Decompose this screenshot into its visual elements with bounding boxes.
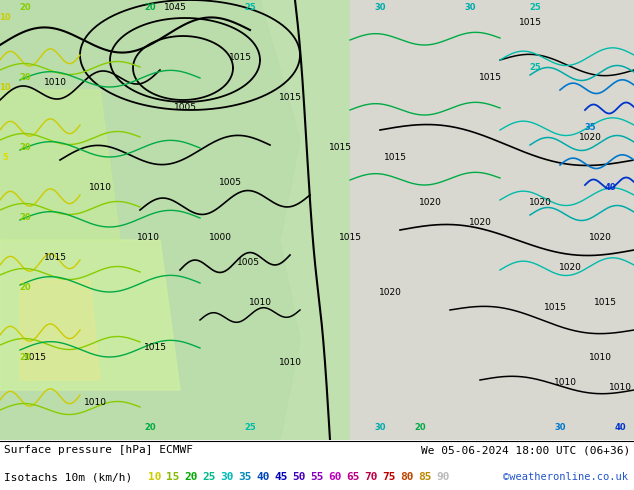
Polygon shape (350, 0, 634, 440)
Text: 1010: 1010 (588, 353, 612, 362)
Text: 20: 20 (19, 73, 31, 82)
Text: 1000: 1000 (209, 233, 231, 242)
Text: 60: 60 (328, 472, 342, 482)
Text: 1020: 1020 (469, 218, 491, 227)
Text: 10: 10 (148, 472, 162, 482)
Text: 1045: 1045 (164, 3, 186, 12)
Text: 1010: 1010 (136, 233, 160, 242)
Text: 40: 40 (614, 423, 626, 432)
Text: 1010: 1010 (249, 298, 271, 307)
Text: We 05-06-2024 18:00 UTC (06+36): We 05-06-2024 18:00 UTC (06+36) (421, 445, 630, 455)
Text: 35: 35 (584, 123, 596, 132)
Polygon shape (0, 90, 120, 240)
Polygon shape (0, 0, 350, 440)
Text: 1015: 1015 (228, 53, 252, 62)
Text: 25: 25 (529, 63, 541, 72)
Text: 25: 25 (244, 3, 256, 12)
Text: 85: 85 (418, 472, 432, 482)
Text: 1015: 1015 (543, 303, 567, 312)
Text: 1010: 1010 (278, 358, 302, 367)
Text: 1010: 1010 (89, 183, 112, 192)
Text: 1015: 1015 (44, 253, 67, 262)
Text: 55: 55 (310, 472, 323, 482)
Text: 70: 70 (364, 472, 377, 482)
Text: 80: 80 (400, 472, 413, 482)
Text: 20: 20 (144, 3, 156, 12)
Text: 1010: 1010 (44, 78, 67, 87)
Text: 1015: 1015 (328, 143, 351, 152)
Text: 25: 25 (529, 3, 541, 12)
Text: 10: 10 (0, 13, 11, 22)
Text: 1015: 1015 (339, 233, 361, 242)
Text: 30: 30 (220, 472, 233, 482)
Text: 1015: 1015 (23, 353, 46, 362)
Text: 45: 45 (274, 472, 287, 482)
Text: 1015: 1015 (143, 343, 167, 352)
Text: 25: 25 (244, 423, 256, 432)
Polygon shape (20, 280, 100, 380)
Text: 40: 40 (256, 472, 269, 482)
Text: 30: 30 (554, 423, 566, 432)
Text: 90: 90 (436, 472, 450, 482)
Text: ©weatheronline.co.uk: ©weatheronline.co.uk (503, 472, 628, 482)
Text: 20: 20 (19, 3, 31, 12)
Text: 20: 20 (414, 423, 426, 432)
Text: 20: 20 (184, 472, 198, 482)
Text: 35: 35 (238, 472, 252, 482)
Text: 1005: 1005 (219, 178, 242, 187)
Text: 1015: 1015 (278, 93, 302, 102)
Text: 1020: 1020 (529, 198, 552, 207)
Text: 40: 40 (604, 183, 616, 192)
Text: 5: 5 (2, 153, 8, 162)
Text: 75: 75 (382, 472, 396, 482)
Text: 1015: 1015 (479, 73, 501, 82)
Text: 1010: 1010 (84, 398, 107, 407)
Text: 20: 20 (19, 353, 31, 362)
Polygon shape (0, 240, 180, 390)
Text: 1015: 1015 (519, 18, 541, 27)
Polygon shape (0, 0, 300, 440)
Text: 1015: 1015 (593, 298, 616, 307)
Text: 1015: 1015 (384, 153, 406, 162)
Text: 10: 10 (0, 83, 11, 92)
Text: 30: 30 (464, 3, 476, 12)
Text: 1020: 1020 (378, 288, 401, 297)
Text: 1020: 1020 (579, 133, 602, 142)
Text: 1005: 1005 (236, 258, 259, 267)
Text: 30: 30 (374, 423, 385, 432)
Text: 1020: 1020 (418, 198, 441, 207)
Text: Isotachs 10m (km/h): Isotachs 10m (km/h) (4, 472, 133, 482)
Text: 20: 20 (19, 143, 31, 152)
Text: 1020: 1020 (559, 263, 581, 272)
Text: Surface pressure [hPa] ECMWF: Surface pressure [hPa] ECMWF (4, 445, 193, 455)
Text: 1010: 1010 (609, 383, 631, 392)
Text: 20: 20 (19, 213, 31, 222)
Text: 25: 25 (202, 472, 216, 482)
Text: 20: 20 (19, 283, 31, 292)
Text: 20: 20 (144, 423, 156, 432)
Text: 30: 30 (374, 3, 385, 12)
Text: 1005: 1005 (174, 103, 197, 112)
Text: 65: 65 (346, 472, 359, 482)
Text: 1010: 1010 (553, 378, 576, 387)
Text: 15: 15 (166, 472, 179, 482)
Text: 50: 50 (292, 472, 306, 482)
Text: 1020: 1020 (588, 233, 611, 242)
